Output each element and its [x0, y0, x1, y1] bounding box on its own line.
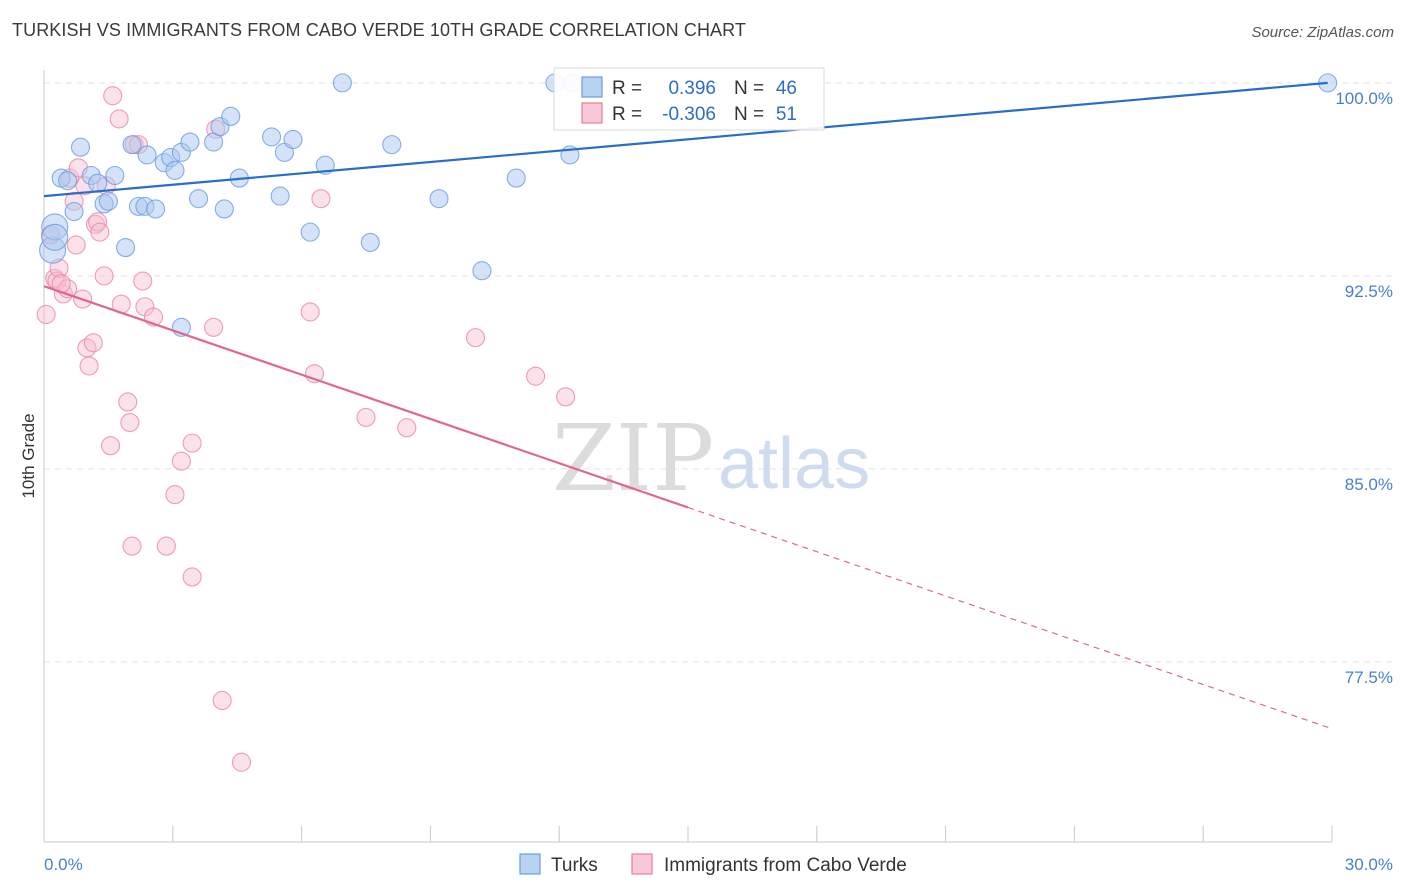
turks-point [270, 186, 290, 206]
cabo-verde-point [133, 271, 153, 291]
cabo-verde-point [94, 266, 114, 286]
cabo-verde-trend-line [43, 285, 689, 509]
legend-label-turks: Turks [551, 855, 598, 876]
watermark-atlas: atlas [718, 424, 870, 504]
legend-swatch-turks [581, 76, 603, 98]
cabo-verde-point [182, 567, 202, 587]
turks-point [137, 145, 157, 165]
cabo-verde-point [212, 690, 232, 711]
legend-r-value-cabo: -0.306 [662, 104, 716, 125]
turks-point [214, 199, 234, 219]
turks-point [332, 73, 352, 93]
turks-point [429, 189, 449, 209]
cabo-verde-point [465, 328, 486, 348]
cabo-verde-point [122, 536, 142, 556]
turks-point [221, 106, 241, 126]
y-tick-label: 92.5% [1345, 282, 1393, 301]
y-tick-label: 77.5% [1345, 668, 1393, 687]
stats-legend: R = 0.396 N = 46 R = -0.306 N = 51 [553, 67, 825, 131]
x-tick-label: 0.0% [44, 855, 83, 874]
cabo-verde-trend-extension [687, 506, 1333, 730]
turks-point [261, 127, 282, 147]
turks-point [315, 155, 335, 175]
cabo-verde-point [36, 304, 56, 325]
legend-swatch-turks-bottom [519, 853, 541, 875]
x-tick-labels: 0.0% 30.0% [44, 855, 1393, 874]
turks-point [180, 132, 200, 152]
y-axis-label: 10th Grade [19, 413, 38, 498]
legend-swatch-cabo [581, 102, 603, 124]
cabo-verde-point [171, 451, 191, 471]
legend-label-cabo: Immigrants from Cabo Verde [664, 855, 907, 876]
turks-point [146, 199, 166, 219]
cabo-verde-point [300, 302, 320, 322]
cabo-verde-point [156, 536, 176, 556]
legend-swatch-cabo-bottom [631, 853, 653, 875]
legend-r-label-cabo: R = [612, 104, 642, 125]
turks-trend-line [43, 81, 1328, 198]
turks-point [165, 160, 185, 180]
series-turks-points [39, 73, 1338, 337]
cabo-verde-point [120, 412, 140, 433]
cabo-verde-point [118, 392, 138, 412]
cabo-verde-point [79, 356, 99, 376]
cabo-verde-point [204, 317, 224, 337]
turks-point [283, 129, 303, 150]
y-tick-label: 85.0% [1345, 475, 1393, 494]
turks-point [41, 223, 69, 251]
cabo-verde-point [556, 387, 576, 407]
chart-title: TURKISH VS IMMIGRANTS FROM CABO VERDE 10… [12, 20, 747, 40]
turks-point [98, 191, 118, 211]
turks-point [122, 135, 142, 155]
turks-point [472, 261, 492, 281]
cabo-verde-point [311, 189, 331, 209]
y-tick-labels: 100.0% 92.5% 85.0% 77.5% [1335, 89, 1393, 687]
turks-point [116, 238, 136, 258]
cabo-verde-point [90, 222, 110, 242]
turks-point [189, 189, 209, 209]
series-legend: Turks Immigrants from Cabo Verde [519, 853, 907, 876]
cabo-verde-point [356, 407, 376, 427]
turks-point [88, 173, 108, 193]
cabo-verde-point [83, 333, 103, 353]
turks-point [70, 137, 91, 157]
turks-point [360, 232, 380, 252]
legend-n-label-turks: N = [734, 78, 764, 99]
x-tick-label: 30.0% [1345, 855, 1393, 874]
turks-point [506, 168, 526, 188]
cabo-verde-point [182, 433, 202, 453]
turks-point [300, 222, 320, 242]
axes [43, 70, 1333, 843]
legend-r-value-turks: 0.396 [668, 78, 716, 99]
turks-point [64, 201, 84, 222]
turks-point [382, 135, 402, 155]
turks-point [58, 171, 78, 191]
y-tick-label: 100.0% [1335, 89, 1393, 108]
cabo-verde-point [165, 485, 185, 505]
trend-lines [43, 81, 1333, 730]
legend-r-label-turks: R = [612, 78, 642, 99]
legend-n-value-turks: 46 [776, 78, 797, 99]
cabo-verde-point [526, 366, 546, 386]
cabo-verde-point [100, 436, 121, 456]
cabo-verde-point [397, 418, 417, 438]
source-label: Source: ZipAtlas.com [1251, 24, 1394, 41]
cabo-verde-point [109, 109, 129, 129]
grid-lines [44, 82, 1392, 663]
cabo-verde-point [45, 268, 65, 288]
legend-n-label-cabo: N = [734, 104, 764, 125]
cabo-verde-point [66, 235, 86, 255]
legend-n-value-cabo: 51 [776, 104, 797, 125]
watermark-zip: ZIP [552, 405, 714, 512]
cabo-verde-point [231, 752, 252, 772]
cabo-verde-point [103, 86, 123, 106]
turks-point [105, 165, 125, 186]
